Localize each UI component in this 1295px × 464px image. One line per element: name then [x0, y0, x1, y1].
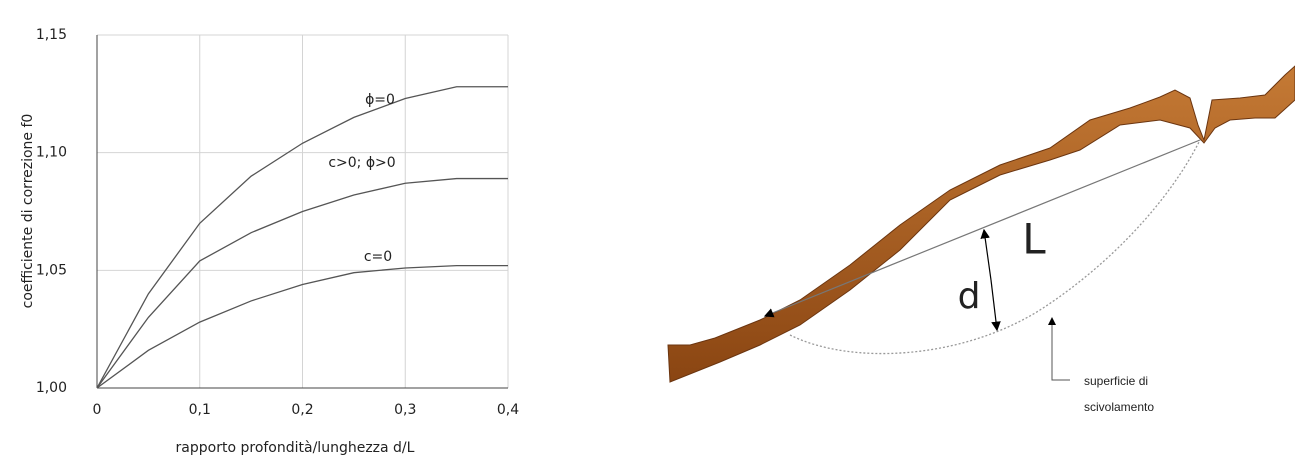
y-tick-label: 1,00	[36, 380, 67, 396]
x-tick-label: 0,3	[394, 402, 416, 418]
depth-arrow	[990, 279, 1001, 332]
x-tick-label: 0,2	[291, 402, 313, 418]
depth-label: d	[958, 276, 981, 317]
series-label: c>0; ϕ>0	[328, 155, 395, 171]
series-label: c=0	[364, 249, 392, 265]
plot: 1,00 1,05 1,10 1,15 0 0,1 0,2 0,3 0,4 ϕ=0 c>0; ϕ>0…	[36, 27, 519, 418]
slip-surface	[789, 139, 1201, 355]
depth-arrow	[980, 228, 992, 281]
x-tick-label: 0,4	[497, 402, 519, 418]
y-axis-title: coefficiente di correzione f0	[20, 114, 36, 309]
x-tick-label: 0	[93, 402, 102, 418]
series-line	[96, 264, 508, 389]
y-tick-label: 1,10	[36, 145, 67, 161]
chord-label: L	[1022, 215, 1046, 264]
surface-label: superficie di	[1084, 374, 1148, 388]
terrain	[667, 65, 1295, 383]
pointer	[1048, 317, 1070, 381]
x-axis-title: rapporto profondità/lunghezza d/L	[176, 440, 415, 456]
chord-line	[763, 139, 1201, 318]
y-tick-label: 1,15	[36, 27, 67, 43]
y-tick-label: 1,05	[36, 262, 67, 278]
series-label: ϕ=0	[365, 92, 395, 108]
series-line	[96, 86, 508, 389]
surface-label: scivolamento	[1084, 400, 1154, 414]
slope-diagram: L d superficie di scivolamento	[667, 65, 1295, 414]
x-tick-label: 0,1	[189, 402, 211, 418]
series-line	[96, 177, 508, 389]
